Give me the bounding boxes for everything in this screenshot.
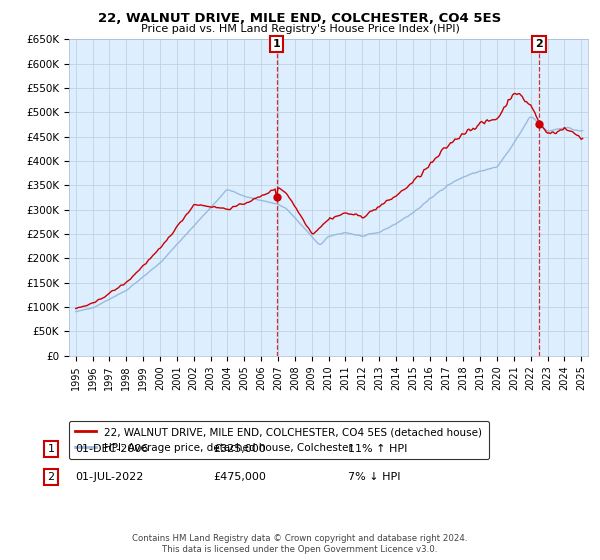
Text: 2: 2 [535,39,543,49]
Text: 1: 1 [47,444,55,454]
Text: 1: 1 [272,39,280,49]
Text: Price paid vs. HM Land Registry's House Price Index (HPI): Price paid vs. HM Land Registry's House … [140,24,460,34]
Text: 11% ↑ HPI: 11% ↑ HPI [348,444,407,454]
Text: £475,000: £475,000 [213,472,266,482]
Text: 22, WALNUT DRIVE, MILE END, COLCHESTER, CO4 5ES: 22, WALNUT DRIVE, MILE END, COLCHESTER, … [98,12,502,25]
Text: 01-JUL-2022: 01-JUL-2022 [75,472,143,482]
Text: Contains HM Land Registry data © Crown copyright and database right 2024.
This d: Contains HM Land Registry data © Crown c… [132,534,468,554]
Legend: 22, WALNUT DRIVE, MILE END, COLCHESTER, CO4 5ES (detached house), HPI: Average p: 22, WALNUT DRIVE, MILE END, COLCHESTER, … [69,421,488,459]
Text: £325,000: £325,000 [213,444,266,454]
Text: 01-DEC-2006: 01-DEC-2006 [75,444,148,454]
Text: 7% ↓ HPI: 7% ↓ HPI [348,472,401,482]
Text: 2: 2 [47,472,55,482]
